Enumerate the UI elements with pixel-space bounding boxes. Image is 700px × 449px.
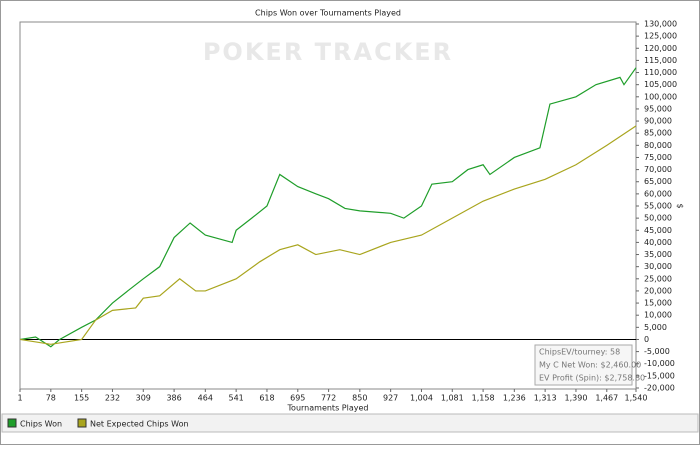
y-tick-label: 125,000 <box>644 32 677 41</box>
x-tick-label: 386 <box>166 394 181 403</box>
y-tick-label: 120,000 <box>644 44 677 53</box>
y-tick-label: 30,000 <box>644 262 672 271</box>
x-tick-label: 1,540 <box>625 394 648 403</box>
y-tick-label: 25,000 <box>644 274 672 283</box>
legend-swatch <box>7 418 17 428</box>
y-tick-label: 130,000 <box>644 20 677 29</box>
y-tick-label: 65,000 <box>644 177 672 186</box>
y-tick-label: -10,000 <box>644 359 675 368</box>
watermark: POKER TRACKER <box>203 38 453 66</box>
x-tick-label: 1,158 <box>472 394 495 403</box>
y-tick-label: 45,000 <box>644 226 672 235</box>
y-tick-label: 115,000 <box>644 56 677 65</box>
x-tick-label: 78 <box>46 394 56 403</box>
y-tick-label: 90,000 <box>644 117 672 126</box>
x-tick-label: 1 <box>17 394 22 403</box>
y-axis-label: $ <box>676 203 685 208</box>
x-tick-label: 1,004 <box>410 394 433 403</box>
x-axis-label: Tournaments Played <box>287 404 369 413</box>
y-tick-label: 85,000 <box>644 129 672 138</box>
plot-area <box>19 21 637 390</box>
info-text: ChipsEV/tourney: 58 <box>539 348 620 357</box>
y-tick-label: 80,000 <box>644 141 672 150</box>
x-tick-label: 1,313 <box>534 394 557 403</box>
info-text: EV Profit (Spin): $2,758.80 <box>539 374 645 383</box>
series-line <box>19 125 637 345</box>
x-tick-label: 1,236 <box>503 394 526 403</box>
y-tick-label: 55,000 <box>644 202 672 211</box>
x-tick-label: 927 <box>383 394 398 403</box>
series-line <box>19 67 637 348</box>
y-tick-label: 5,000 <box>644 323 667 332</box>
x-tick-label: 618 <box>259 394 274 403</box>
y-tick-label: 75,000 <box>644 153 672 162</box>
y-tick-label: 110,000 <box>644 68 677 77</box>
y-tick-label: 15,000 <box>644 299 672 308</box>
legend <box>1 413 699 433</box>
y-tick-label: 40,000 <box>644 238 672 247</box>
y-tick-label: 95,000 <box>644 104 672 113</box>
x-tick-label: 541 <box>228 394 243 403</box>
legend-swatch <box>77 418 87 428</box>
x-tick-label: 155 <box>74 394 89 403</box>
legend-label: Net Expected Chips Won <box>90 420 189 429</box>
y-tick-label: 10,000 <box>644 311 672 320</box>
legend-label: Chips Won <box>20 420 62 429</box>
y-tick-label: -20,000 <box>644 384 675 393</box>
y-tick-label: 20,000 <box>644 286 672 295</box>
y-tick-label: 50,000 <box>644 214 672 223</box>
x-tick-label: 309 <box>136 394 151 403</box>
y-tick-label: 100,000 <box>644 92 677 101</box>
x-tick-label: 695 <box>290 394 305 403</box>
x-tick-label: 772 <box>321 394 336 403</box>
info-text: My C Net Won: $2,460.00 <box>539 361 641 370</box>
y-tick-label: 105,000 <box>644 80 677 89</box>
y-tick-label: 0 <box>644 335 649 344</box>
y-tick-label: -15,000 <box>644 371 675 380</box>
x-tick-label: 1,081 <box>441 394 464 403</box>
x-tick-label: 464 <box>198 394 213 403</box>
x-tick-label: 1,467 <box>595 394 618 403</box>
y-tick-label: 70,000 <box>644 165 672 174</box>
info-box <box>534 344 633 386</box>
y-tick-label: 35,000 <box>644 250 672 259</box>
chart-title: Chips Won over Tournaments Played <box>255 9 401 18</box>
x-tick-label: 1,390 <box>565 394 588 403</box>
x-tick-label: 850 <box>352 394 367 403</box>
x-tick-label: 232 <box>105 394 120 403</box>
y-tick-label: 60,000 <box>644 189 672 198</box>
y-tick-label: -5,000 <box>644 347 670 356</box>
